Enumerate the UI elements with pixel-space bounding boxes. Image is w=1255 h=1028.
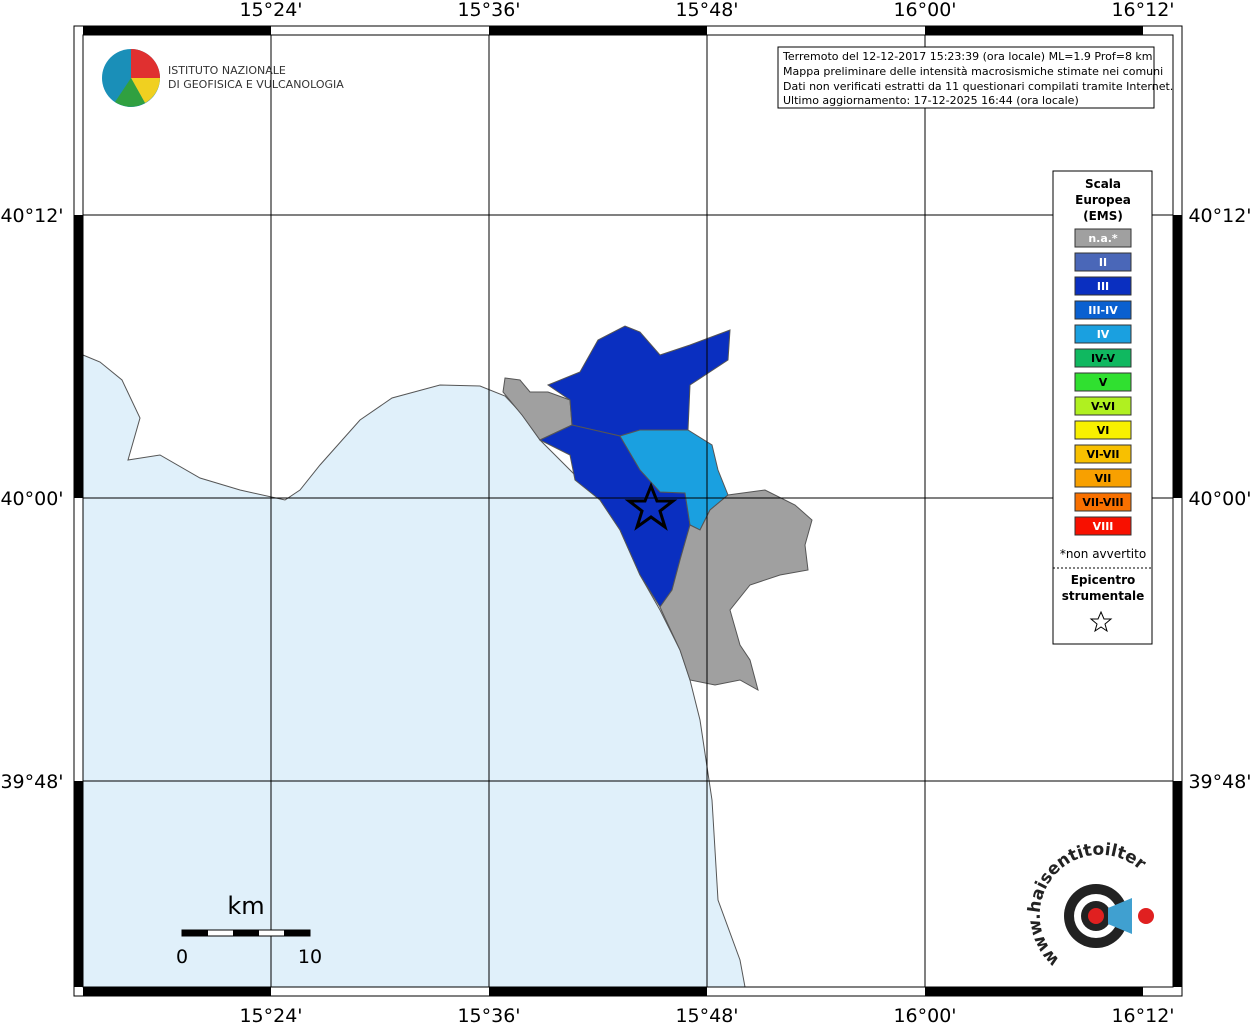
scale-bar-segment [284,930,310,936]
info-box [777,46,1155,109]
legend: Scala Europea (EMS) *non avvertito Epice… [1052,170,1153,645]
frame-segment [74,215,83,498]
lon-label: 16°00' [893,1005,956,1024]
logo-dot [1138,908,1154,924]
legend-swatch [1074,468,1132,488]
scale-start: 0 [176,946,188,968]
legend-label: VII-VIII [1082,496,1123,509]
frame-segment [925,987,1143,996]
legend-swatch [1074,252,1132,272]
frame-segment [925,26,1143,35]
legend-epicenter: Epicentro [1071,573,1136,587]
scale-bar: km 0 10 [176,892,322,968]
legend-swatch [1074,372,1132,392]
legend-swatch [1074,348,1132,368]
info-line: Mappa preliminare delle intensità macros… [783,65,1163,78]
frame-segment [1173,781,1182,987]
legend-swatch [1074,444,1132,464]
frame-segment [83,987,271,996]
info-line: Ultimo aggiornamento: 17-12-2025 16:44 (… [783,94,1079,107]
legend-title: Scala [1085,177,1121,191]
info-line: Dati non verificati estratti da 11 quest… [783,80,1173,93]
scale-unit: km [227,892,264,920]
frame-segment [74,781,83,987]
legend-swatch [1074,228,1132,248]
legend-label: VI [1097,424,1110,437]
scale-bar-segment [233,930,259,936]
lat-label: 40°12' [1188,205,1251,227]
legend-swatch [1074,324,1132,344]
scale-bar-segment [182,930,208,936]
legend-label: V-VI [1091,400,1115,413]
lat-label: 40°00' [1188,488,1251,510]
legend-swatch [1074,420,1132,440]
lon-label: 16°00' [893,0,956,21]
epicenter [624,481,678,531]
logo-segment [115,78,145,107]
legend-label: III [1097,280,1109,293]
logo-text: DI GEOFISICA E VULCANOLOGIA [168,78,344,91]
legend-label: II [1099,256,1107,269]
ingv-logo: ISTITUTO NAZIONALE DI GEOFISICA E VULCAN… [102,49,344,107]
legend-label: n.a.* [1088,232,1118,245]
logo-circle [1088,908,1104,924]
legend-swatch [1074,396,1132,416]
frame-segment [83,26,271,35]
logo-segment [131,49,160,78]
legend-swatch [1074,516,1132,536]
legend-label: III-IV [1088,304,1118,317]
legend-star [1089,610,1113,633]
legend-label: V [1099,376,1108,389]
legend-label: VII [1095,472,1112,485]
info-line: Terremoto del 12-12-2017 15:23:39 (ora l… [782,50,1153,63]
legend-swatch [1074,492,1132,512]
logo-speaker [1108,898,1132,934]
legend-label: VI-VII [1086,448,1119,461]
lon-label: 15°36' [457,0,520,21]
frame-segment [489,26,707,35]
lon-label: 15°48' [675,1005,738,1024]
legend-epicenter: strumentale [1062,589,1145,603]
frame-segment [489,987,707,996]
lon-label: 15°36' [457,1005,520,1024]
legend-title: Europea [1075,193,1131,207]
frame-ticks [74,26,1182,996]
logo-segment [131,78,160,103]
lon-label: 15°24' [239,0,302,21]
lat-label: 39°48' [0,771,63,793]
lat-label: 39°48' [1188,771,1251,793]
graticule [83,35,1173,987]
legend-title: (EMS) [1083,209,1123,223]
legend-swatch [1074,300,1132,320]
legend-label: IV [1097,328,1110,341]
logo-text: ISTITUTO NAZIONALE [168,64,286,77]
legend-label: VIII [1093,520,1114,533]
lon-label: 15°24' [239,1005,302,1024]
frame-segment [1173,215,1182,498]
lat-label: 40°12' [0,205,63,227]
region-na-south [659,489,813,692]
legend-note: *non avvertito [1060,547,1146,561]
legend-label: IV-V [1091,352,1116,365]
lon-label: 16°12' [1111,1005,1174,1024]
legend-swatch [1074,276,1132,296]
lon-label: 15°48' [675,0,738,21]
scale-end: 10 [298,946,322,968]
lat-label: 40°00' [0,488,63,510]
lon-label: 16°12' [1111,0,1174,21]
